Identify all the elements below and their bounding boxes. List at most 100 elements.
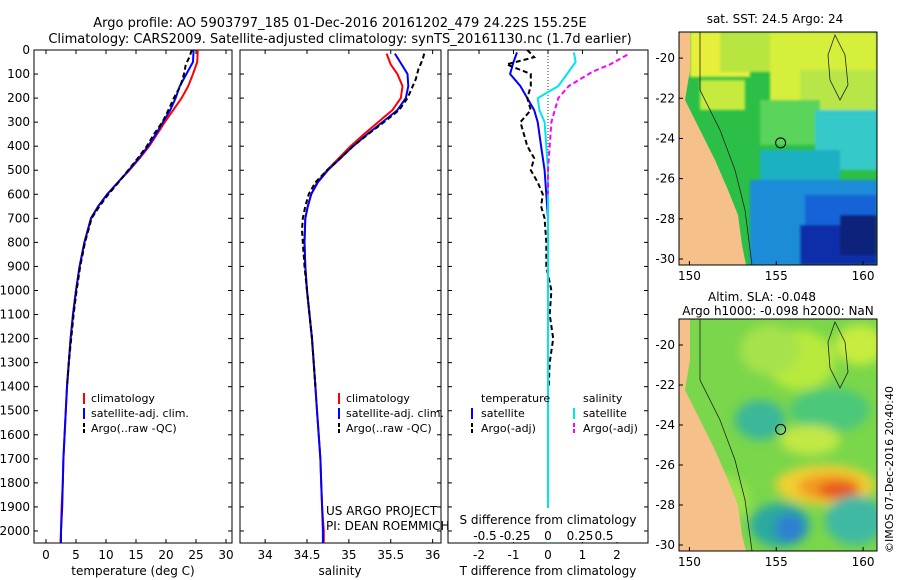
map-ytick-label: -24 [655, 418, 675, 432]
map-ytick-label: -22 [655, 91, 675, 105]
depth-tick-label: 1600 [0, 428, 30, 442]
map-xtick-label: 160 [852, 269, 875, 283]
sla-depth-contour [699, 319, 753, 551]
map-ytick-label: -30 [655, 538, 675, 552]
sla-map-axes: 150 155 160 -20 -22 -24 -26 -28 -30 [655, 338, 874, 569]
map-xtick-label: 160 [852, 555, 875, 569]
s-difference-label: S difference from climatology [460, 513, 637, 527]
depth-tick-label: 0 [22, 43, 30, 57]
depth-tick-label: 1400 [0, 380, 30, 394]
depth-tick-label: 900 [7, 259, 30, 273]
sst-land [679, 32, 746, 265]
temperature-panel: 0100200300400500600700800900100011001200… [0, 43, 234, 578]
d-xtick-label: -2 [473, 548, 485, 562]
legend-label: satellite [583, 407, 627, 420]
t-xtick-label: 15 [128, 548, 143, 562]
legend-label: satellite [481, 407, 525, 420]
depth-tick-label: 1900 [0, 500, 30, 514]
salinity-x-axis: 34 34.5 35 35.5 36 [257, 50, 440, 562]
temperature-legend: climatology satellite-adj. clim. Argo(..ra… [83, 392, 189, 435]
legend-label: climatology [91, 392, 155, 405]
legend-label: Argo(..raw -QC) [346, 422, 432, 435]
sst-depth-contour [699, 32, 753, 265]
t-xtick-label: 20 [158, 548, 173, 562]
map-ytick-label: -20 [655, 338, 675, 352]
title-line-2: Climatology: CARS2009. Satellite-adjuste… [48, 32, 631, 47]
sst-map-axes: 150 155 160 -20 -22 -24 -26 -28 -30 [655, 51, 874, 283]
depth-tick-label: 1100 [0, 308, 30, 322]
depth-tick-label: 200 [7, 91, 30, 105]
depth-tick-label: 800 [7, 235, 30, 249]
d-xtick-label: 2 [613, 548, 621, 562]
s-xtick-label: 34 [257, 548, 272, 562]
difference-axis-label-backing [462, 508, 642, 542]
depth-tick-label: 1800 [0, 476, 30, 490]
s-diff-tick-label: 0 [544, 529, 552, 543]
series-argo-raw-qc- [300, 53, 426, 387]
map-ytick-label: -26 [655, 172, 675, 186]
depth-tick-label: 400 [7, 139, 30, 153]
series-argo-raw-qc- [66, 50, 193, 387]
legend-group-title: salinity [583, 392, 623, 405]
sla-map-title-2: Argo h1000: -0.098 h2000: NaN [682, 304, 874, 318]
depth-tick-label: 500 [7, 163, 30, 177]
temperature-xlabel: temperature (deg C) [71, 564, 194, 578]
sst-reef-contour [827, 33, 849, 101]
s-diff-tick-label: -0.5 [473, 529, 496, 543]
depth-tick-label: 1300 [0, 356, 30, 370]
series-satellite-adj-clim- [303, 53, 410, 543]
legend-label: Argo(-adj) [583, 422, 638, 435]
map-xtick-label: 155 [765, 555, 788, 569]
sst-map-title: sat. SST: 24.5 Argo: 24 [707, 12, 844, 26]
title-line-1: Argo profile: AO 5903797_185 01-Dec-2016… [93, 16, 587, 31]
sla-float-marker [775, 423, 787, 435]
depth-tick-label: 1500 [0, 404, 30, 418]
sla-map-frame [678, 318, 878, 552]
s-diff-tick-label: 0.25 [567, 529, 594, 543]
map-ytick-label: -28 [655, 498, 675, 512]
legend-label: Argo(-adj) [481, 422, 536, 435]
depth-tick-label: 1200 [0, 332, 30, 346]
s-xtick-label: 34.5 [294, 548, 321, 562]
salinity-legend: climatology satellite-adj. clim. Argo(..ra… [338, 392, 444, 435]
map-ytick-label: -26 [655, 458, 675, 472]
map-xtick-label: 155 [765, 269, 788, 283]
temperature-x-axis: 0 5 10 15 20 25 30 [42, 50, 234, 562]
temperature-plot-frame [33, 49, 233, 544]
sla-map-title-1: Altim. SLA: -0.048 [708, 290, 816, 304]
legend-label: climatology [346, 392, 410, 405]
t-xtick-label: 0 [42, 548, 50, 562]
map-ytick-label: -30 [655, 252, 675, 266]
s-xtick-label: 35 [341, 548, 356, 562]
credit-label: ©IMOS 07-Dec-2016 20:40:40 [883, 386, 896, 553]
depth-tick-label: 1700 [0, 452, 30, 466]
difference-legend: temperature satellite Argo(-adj) salinity sa… [471, 392, 638, 435]
s-xtick-label: 35.5 [377, 548, 404, 562]
salinity-xlabel: salinity [318, 564, 361, 578]
sla-reef-contour [827, 320, 849, 389]
s-difference-ticks: -0.5 -0.25 0 0.25 0.5 [473, 529, 613, 543]
depth-tick-label: 1000 [0, 283, 30, 297]
salinity-depth-ticks [240, 49, 441, 532]
salinity-panel: 34 34.5 35 35.5 36 salinity climatology satel… [239, 49, 449, 578]
difference-panel: -2 -1 0 1 2 S difference from climatology -0… [447, 49, 649, 578]
s-xtick-label: 36 [425, 548, 440, 562]
series-temperature-argo-adj- [503, 50, 555, 387]
series-satellite-adj-clim- [60, 50, 195, 543]
t-xtick-label: 30 [218, 548, 233, 562]
depth-tick-label: 2000 [0, 524, 30, 538]
series-salinity-argo-adj- [547, 53, 628, 195]
legend-label: Argo(..raw -QC) [91, 422, 177, 435]
map-ytick-label: -20 [655, 51, 675, 65]
series-salinity-satellite [536, 52, 577, 543]
pi-label: PI: DEAN ROEMMICH [326, 519, 449, 533]
map-xtick-label: 150 [678, 555, 701, 569]
depth-tick-label: 700 [7, 211, 30, 225]
difference-series [503, 50, 628, 543]
d-xtick-label: 0 [544, 548, 552, 562]
salinity-series [300, 53, 426, 543]
sst-float-marker [775, 137, 787, 149]
s-diff-tick-label: 0.5 [594, 529, 613, 543]
difference-depth-ticks [448, 49, 648, 532]
